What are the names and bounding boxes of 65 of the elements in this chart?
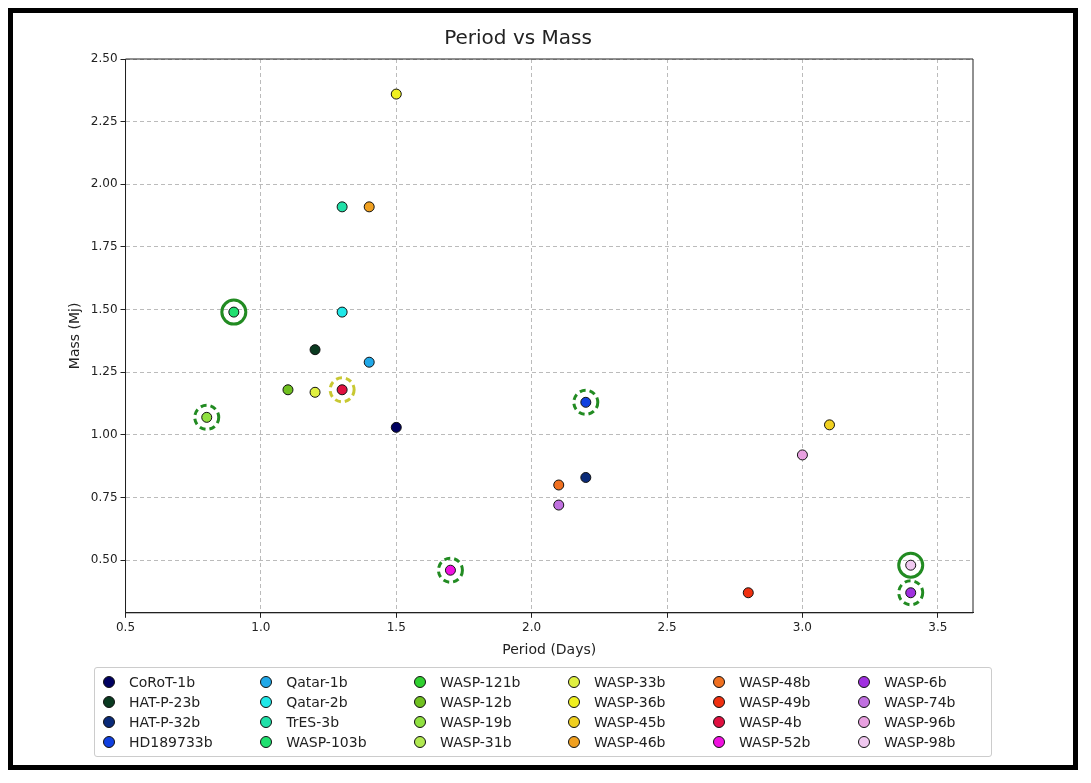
y-tick-label: 2.50: [90, 51, 118, 66]
legend-label: WASP-36b: [594, 694, 666, 710]
y-tick-label: 1.50: [90, 301, 118, 316]
legend-label: WASP-96b: [884, 714, 956, 730]
point: [390, 421, 402, 433]
point: [336, 201, 348, 213]
point: [363, 201, 375, 213]
y-tick-label: 0.50: [90, 552, 118, 567]
point: [897, 551, 925, 579]
chart-title: Period vs Mass: [444, 25, 592, 50]
legend-label: WASP-4b: [739, 714, 802, 730]
point: [796, 449, 808, 461]
y-tick-label: 2.00: [90, 176, 118, 191]
point: [309, 344, 321, 356]
point: [328, 376, 356, 404]
legend-label: WASP-33b: [594, 674, 666, 690]
point: [553, 499, 565, 511]
legend-label: TrES-3b: [286, 714, 340, 730]
legend-label: Qatar-2b: [286, 694, 348, 710]
legend-label: WASP-52b: [739, 734, 811, 750]
legend-label: WASP-103b: [286, 734, 367, 750]
x-tick-label: 3.5: [928, 620, 948, 635]
point: [193, 403, 221, 431]
point: [282, 384, 294, 396]
legend-label: WASP-48b: [739, 674, 811, 690]
legend-label: WASP-31b: [440, 734, 512, 750]
legend-label: WASP-74b: [884, 694, 956, 710]
legend-label: WASP-45b: [594, 714, 666, 730]
y-axis-title: Mass (Mj): [66, 302, 83, 370]
point: [220, 298, 248, 326]
point: [309, 386, 321, 398]
x-tick-label: 0.5: [115, 620, 136, 635]
point: [897, 579, 925, 607]
point: [336, 306, 348, 318]
x-tick-label: 1.5: [386, 620, 406, 635]
legend-label: WASP-49b: [739, 694, 811, 710]
x-tick-label: 2.0: [522, 620, 542, 635]
point: [572, 388, 600, 416]
x-tick-label: 2.5: [657, 620, 677, 635]
point: [436, 556, 464, 584]
point: [553, 479, 565, 491]
y-tick-label: 1.00: [90, 427, 118, 442]
legend-label: WASP-19b: [440, 714, 512, 730]
x-tick-label: 3.0: [792, 620, 812, 635]
y-tick-label: 2.25: [90, 113, 118, 128]
point: [824, 419, 835, 431]
legend-label: HAT-P-32b: [129, 714, 201, 730]
legend-label: WASP-12b: [440, 694, 512, 710]
y-tick-label: 0.75: [90, 489, 118, 504]
legend-label: CoRoT-1b: [129, 674, 196, 690]
legend-label: Qatar-1b: [286, 674, 348, 690]
y-tick-label: 1.25: [90, 364, 118, 379]
legend-label: WASP-98b: [884, 734, 956, 750]
legend-label: WASP-46b: [594, 734, 666, 750]
point: [742, 587, 754, 599]
x-tick-label: 1.0: [251, 620, 271, 635]
legend-label: WASP-6b: [884, 674, 947, 690]
legend-label: WASP-121b: [440, 674, 521, 690]
x-axis-title: Period (Days): [502, 641, 597, 658]
y-tick-label: 1.75: [90, 239, 118, 254]
point: [580, 471, 592, 483]
point: [390, 88, 402, 100]
legend-label: HD189733b: [129, 734, 213, 750]
legend-label: HAT-P-23b: [129, 694, 201, 710]
point: [363, 356, 375, 368]
